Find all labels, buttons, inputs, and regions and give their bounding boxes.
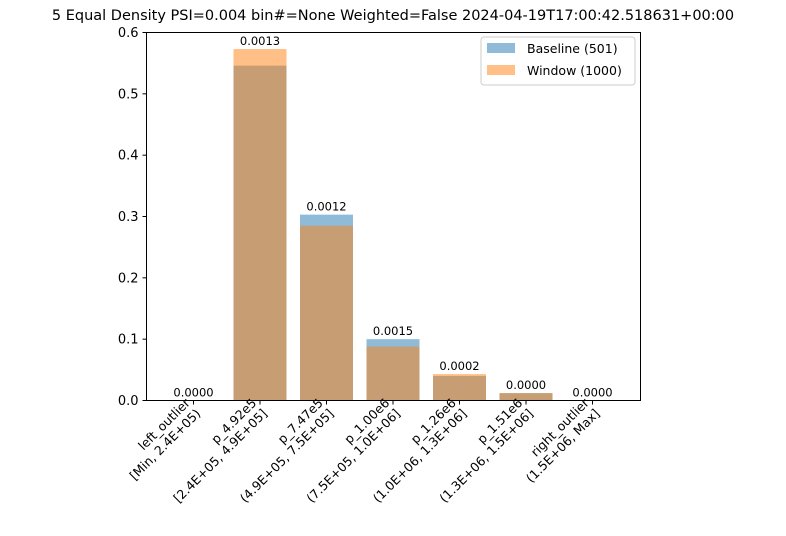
y-tick-label-4: 0.4	[118, 149, 139, 164]
bar-labels-layer: 0.0000 0.0013 0.0012 0.0015 0.0002 0.0000 0.00…	[173, 34, 612, 399]
bar-window-4	[433, 374, 486, 401]
bar-label-4: 0.0002	[439, 359, 479, 373]
bar-label-5: 0.0000	[506, 378, 546, 392]
legend: Baseline (501) Window (1000)	[480, 36, 636, 86]
y-tick-label-0: 0.0	[118, 394, 139, 409]
bar-label-1: 0.0013	[240, 34, 280, 48]
legend-label-window: Window (1000)	[527, 63, 622, 78]
bar-label-0: 0.0000	[173, 386, 213, 400]
y-tick-label-2: 0.2	[118, 271, 139, 286]
bar-window-2	[300, 225, 353, 401]
legend-label-baseline: Baseline (501)	[527, 41, 618, 56]
y-tick-label-3: 0.3	[118, 210, 139, 225]
bar-label-6: 0.0000	[572, 386, 612, 400]
y-axis: 0.0 0.1 0.2 0.3 0.4 0.5 0.6	[118, 26, 147, 409]
legend-frame	[480, 36, 636, 86]
bar-window-3	[366, 346, 420, 401]
bar-window-5	[499, 393, 553, 401]
bar-label-2: 0.0012	[306, 200, 346, 214]
chart-title: 5 Equal Density PSI=0.004 bin#=None Weig…	[52, 8, 734, 24]
x-axis: left_outlier[Min, 2.4E+05) p_4.92e5[2.4E+…	[126, 395, 602, 506]
bar-window-1	[233, 49, 287, 401]
legend-swatch-window	[487, 65, 515, 75]
bars-layer	[233, 49, 553, 401]
y-tick-label-6: 0.6	[118, 26, 139, 41]
legend-swatch-baseline	[487, 43, 515, 53]
y-tick-label-1: 0.1	[118, 333, 139, 348]
y-tick-label-5: 0.5	[118, 87, 139, 102]
bar-label-3: 0.0015	[373, 324, 413, 338]
